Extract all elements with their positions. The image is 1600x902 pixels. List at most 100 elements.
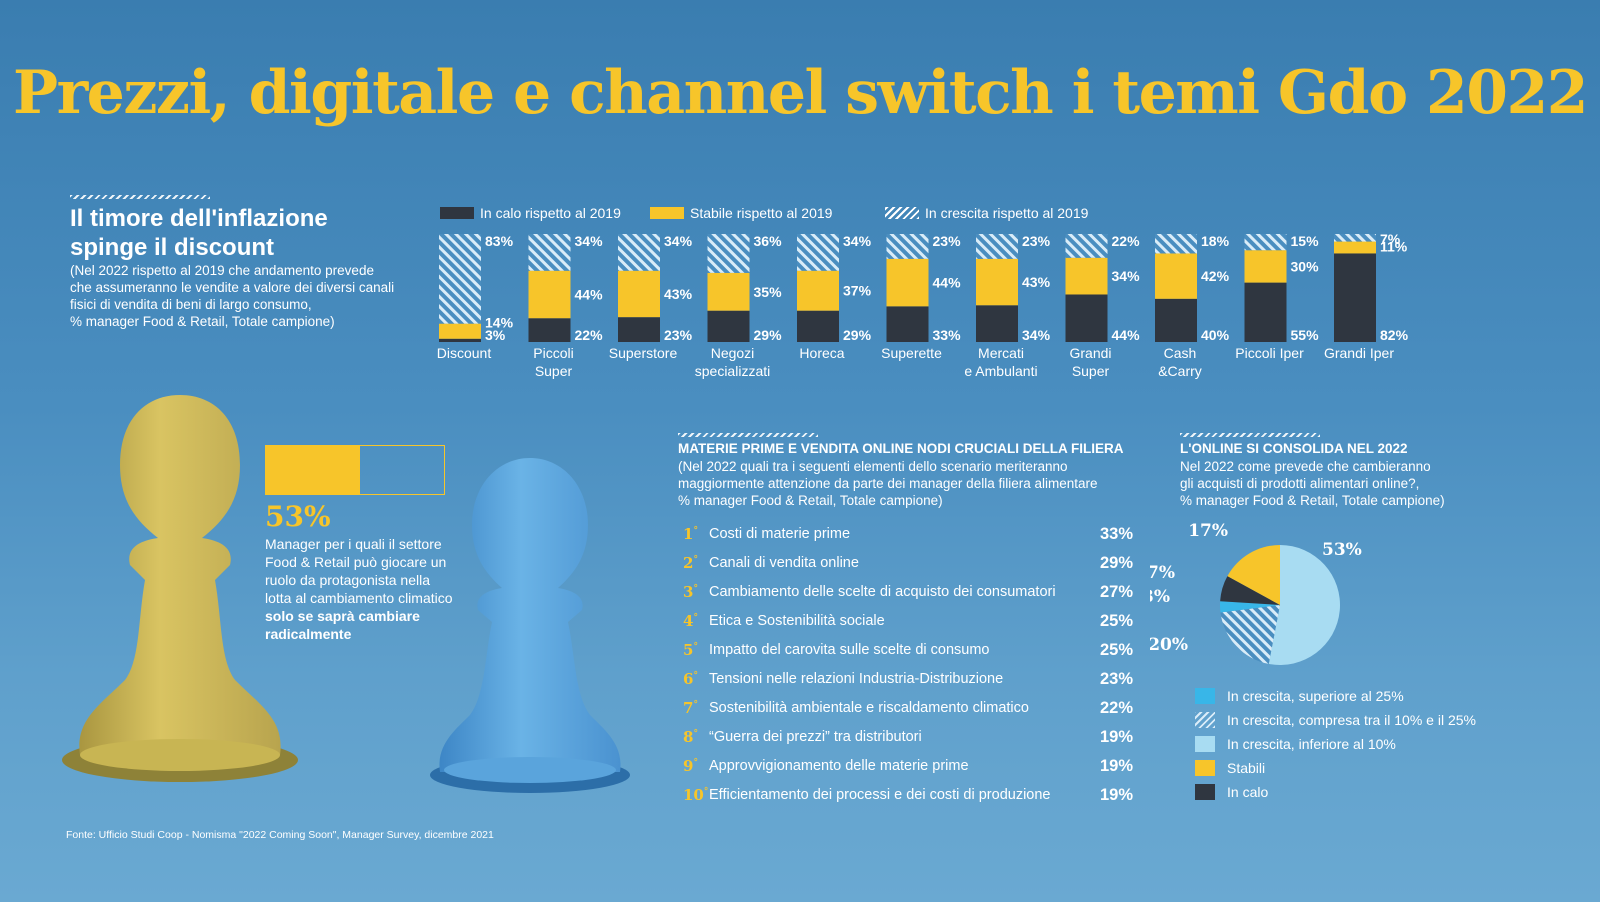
- section2-heading: MATERIE PRIME E VENDITA ONLINE NODI CRUC…: [678, 441, 1124, 456]
- online-pie-chart: 53% 20% 3% 7% 17%: [1150, 521, 1362, 665]
- section1-note-line: % manager Food & Retail, Totale campione…: [70, 314, 335, 329]
- stat-progress-fill: [266, 446, 361, 494]
- legend-label: In crescita rispetto al 2019: [925, 205, 1089, 221]
- bar-data-label: 44%: [575, 286, 604, 302]
- table-row: 2° Canali di vendita online 29%: [683, 554, 1133, 576]
- bar-segment: [1244, 282, 1287, 342]
- bar-data-label: 22%: [1112, 233, 1141, 249]
- bar-data-label: 82%: [1380, 327, 1409, 343]
- bar-segment: [1244, 234, 1287, 251]
- bar-segment: [797, 234, 839, 271]
- bar-segment: [528, 318, 571, 342]
- rank-number: 2°: [683, 554, 698, 572]
- pie-slice-label: 3%: [1150, 587, 1170, 607]
- legend-item-down: In calo rispetto al 2019: [440, 205, 621, 221]
- bar-segment: [797, 270, 839, 311]
- bar-data-label: 83%: [485, 233, 514, 249]
- bar-segment: [1334, 241, 1376, 254]
- pie-legend-item: Stabili: [1195, 760, 1265, 776]
- category-label: &Carry: [1158, 363, 1202, 379]
- section2-note-line: maggiormente attenzione da parte dei man…: [678, 476, 1098, 491]
- section1-note-line: che assumeranno le vendite a valore dei …: [70, 280, 395, 295]
- bar-data-label: 23%: [664, 327, 693, 343]
- section3-note: Nel 2022 come prevede che cambieranno gl…: [1180, 458, 1480, 509]
- pie-legend-label: In crescita, compresa tra il 10% e il 25…: [1227, 712, 1476, 728]
- category-label: Mercati: [978, 345, 1024, 361]
- category-label: Grandi Iper: [1324, 345, 1394, 361]
- legend-label: In calo rispetto al 2019: [480, 205, 621, 221]
- pie-slice-label: 17%: [1188, 521, 1228, 541]
- pie-legend-label: In calo: [1227, 784, 1269, 800]
- rank-number: 6°: [683, 670, 698, 688]
- rank-number: 7°: [683, 699, 698, 717]
- bar-segment: [886, 306, 929, 342]
- pie-slice: [1220, 601, 1280, 613]
- rank-label: Approvvigionamento delle materie prime: [709, 758, 969, 774]
- bar-data-label: 23%: [1022, 233, 1051, 249]
- section1-heading-line1: Il timore dell'inflazione: [70, 205, 328, 232]
- rank-value: 19%: [1099, 757, 1133, 775]
- bar-segment: [886, 234, 929, 259]
- legend-item-stable: Stabile rispetto al 2019: [650, 205, 832, 221]
- bar-segment: [618, 234, 660, 271]
- category-label: Negozi: [711, 345, 755, 361]
- bar-segment: [439, 323, 481, 339]
- bar-segment: [707, 234, 750, 273]
- bar-segment: [1334, 253, 1376, 342]
- section-divider: [1180, 433, 1320, 437]
- bar-segment: [707, 310, 750, 342]
- bar-segment: [1155, 253, 1197, 299]
- rank-value: 23%: [1099, 670, 1133, 688]
- section3-note-line: Nel 2022 come prevede che cambieranno: [1180, 459, 1431, 474]
- pie-legend-label: In crescita, inferiore al 10%: [1227, 736, 1396, 752]
- bar-data-label: 40%: [1201, 327, 1230, 343]
- stat-progress-bar: [265, 445, 445, 495]
- bar-segment: [1244, 250, 1287, 283]
- rank-value: 25%: [1099, 641, 1133, 659]
- pie-slice: [1227, 545, 1280, 605]
- bar-data-label: 29%: [754, 327, 783, 343]
- bar-data-label: 34%: [575, 233, 604, 249]
- bar-data-label: 34%: [664, 233, 693, 249]
- bar-data-label: 33%: [933, 327, 962, 343]
- pie-slice: [1220, 576, 1280, 605]
- bar-data-label: 30%: [1291, 258, 1320, 274]
- section1-heading-line2: spinge il discount: [70, 234, 275, 261]
- pie-legend-item: In crescita, superiore al 25%: [1195, 688, 1404, 704]
- table-row: 8° “Guerra dei prezzi” tra distributori 19…: [683, 728, 1133, 750]
- rank-label: Costi di materie prime: [709, 526, 851, 542]
- bar-data-label: 22%: [575, 327, 604, 343]
- section-divider: [70, 195, 210, 199]
- section3-note-line: gli acquisti di prodotti alimentari onli…: [1180, 476, 1420, 491]
- stat-description-text: Manager per i quali il settore Food & Re…: [265, 536, 453, 606]
- pie-legend-swatch: [1195, 760, 1215, 776]
- pie-legend-swatch: [1195, 688, 1215, 704]
- legend-swatch-yellow: [650, 207, 684, 219]
- category-label: Piccoli: [533, 345, 573, 361]
- section1-heading: Il timore dell'inflazione spinge il disc…: [70, 204, 410, 262]
- rank-value: 33%: [1099, 525, 1133, 543]
- bar-segment: [886, 258, 929, 307]
- bar-segment: [618, 270, 660, 318]
- bar-data-label: 44%: [1112, 327, 1141, 343]
- pie-slice-label: 53%: [1322, 540, 1362, 560]
- section2-note: (Nel 2022 quali tra i seguenti elementi …: [678, 458, 1138, 509]
- category-label: Grandi: [1069, 345, 1111, 361]
- table-row: 7° Sostenibilità ambientale e riscaldamen…: [683, 699, 1133, 721]
- bar-data-label: 43%: [664, 286, 693, 302]
- bar-segment: [797, 310, 839, 342]
- pie-legend-item: In calo: [1195, 784, 1268, 800]
- section-divider: [678, 433, 818, 437]
- table-row: 6° Tensioni nelle relazioni Industria-Dis…: [683, 670, 1133, 692]
- rank-label: Impatto del carovita sulle scelte di con…: [709, 642, 990, 658]
- chess-pawns-illustration: [62, 395, 630, 793]
- bar-data-label: 34%: [1022, 327, 1051, 343]
- rank-number: 4°: [683, 612, 698, 630]
- channel-bar-chart: 3%14% 83% Discount 22% 44% 34% Piccoli Super 23%…: [437, 231, 1409, 379]
- bar-segment: [976, 234, 1018, 259]
- category-label: Piccoli Iper: [1235, 345, 1304, 361]
- table-row: 1° Costi di materie prime 33%: [683, 525, 1133, 547]
- pie-slice-label: 7%: [1150, 563, 1175, 583]
- bar-data-label: 7%: [1380, 231, 1401, 247]
- category-label: Superstore: [609, 345, 678, 361]
